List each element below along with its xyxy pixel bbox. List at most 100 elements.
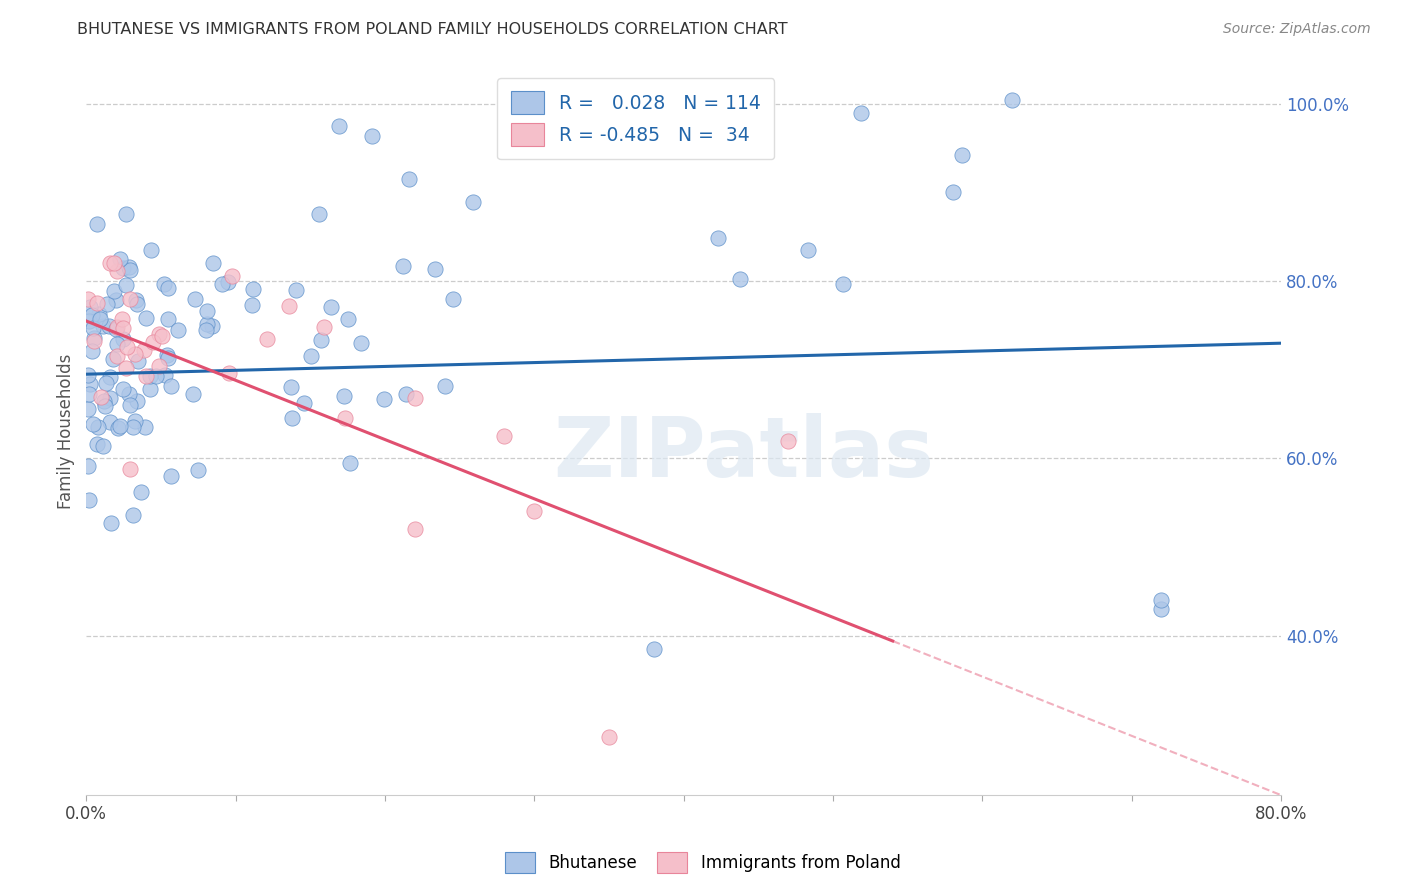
- Point: [373, 392, 395, 406]
- Point: [308, 206, 330, 220]
- Point: [76, 368, 98, 382]
- Point: [139, 368, 162, 383]
- Point: [77, 387, 100, 401]
- Text: BHUTANESE VS IMMIGRANTS FROM POLAND FAMILY HOUSEHOLDS CORRELATION CHART: BHUTANESE VS IMMIGRANTS FROM POLAND FAMI…: [77, 22, 787, 37]
- Point: [82, 308, 104, 322]
- Point: [103, 284, 125, 298]
- Point: [121, 419, 143, 434]
- Point: [155, 368, 177, 383]
- Point: [112, 321, 135, 335]
- Point: [124, 346, 146, 360]
- Point: [86, 296, 108, 310]
- Point: [76, 292, 98, 306]
- Point: [311, 333, 333, 347]
- Point: [211, 277, 233, 291]
- Point: [141, 334, 163, 349]
- Point: [328, 119, 350, 133]
- Point: [93, 393, 115, 408]
- Point: [333, 389, 356, 403]
- Point: [202, 255, 225, 269]
- Point: [108, 418, 131, 433]
- Point: [105, 336, 128, 351]
- Point: [152, 277, 174, 291]
- Point: [832, 277, 855, 292]
- Point: [201, 318, 224, 333]
- Point: [141, 243, 163, 257]
- Point: [83, 334, 105, 348]
- Point: [150, 329, 173, 343]
- Point: [797, 243, 820, 257]
- Point: [134, 343, 156, 357]
- Point: [643, 641, 665, 656]
- Point: [77, 492, 100, 507]
- Point: [135, 369, 157, 384]
- Point: [90, 390, 112, 404]
- Point: [79, 377, 101, 392]
- Legend: R =   0.028   N = 114, R = -0.485   N =  34: R = 0.028 N = 114, R = -0.485 N = 34: [498, 78, 775, 160]
- Point: [217, 275, 239, 289]
- Point: [98, 370, 121, 384]
- Point: [107, 421, 129, 435]
- Point: [105, 322, 128, 336]
- Point: [115, 361, 138, 376]
- Point: [111, 382, 134, 396]
- Point: [89, 307, 111, 321]
- Point: [256, 332, 278, 346]
- Point: [1150, 593, 1173, 607]
- Point: [156, 312, 179, 326]
- Point: [242, 282, 264, 296]
- Point: [148, 359, 170, 373]
- Point: [598, 731, 620, 745]
- Point: [115, 340, 138, 354]
- Point: [778, 434, 800, 448]
- Point: [434, 379, 457, 393]
- Point: [77, 314, 100, 328]
- Point: [131, 485, 153, 500]
- Point: [294, 396, 316, 410]
- Point: [135, 310, 157, 325]
- Point: [187, 462, 209, 476]
- Point: [523, 504, 546, 518]
- Point: [195, 318, 218, 332]
- Point: [425, 261, 447, 276]
- Point: [105, 293, 128, 308]
- Point: [94, 400, 117, 414]
- Point: [280, 380, 302, 394]
- Point: [79, 301, 101, 315]
- Point: [167, 323, 190, 337]
- Point: [218, 367, 240, 381]
- Point: [115, 207, 138, 221]
- Point: [1150, 602, 1173, 616]
- Point: [221, 269, 243, 284]
- Point: [96, 376, 118, 391]
- Point: [148, 326, 170, 341]
- Point: [105, 349, 128, 363]
- Point: [240, 298, 263, 312]
- Point: [728, 272, 751, 286]
- Point: [160, 469, 183, 483]
- Point: [83, 331, 105, 345]
- Point: [1001, 93, 1024, 107]
- Point: [157, 281, 180, 295]
- Point: [125, 297, 148, 311]
- Point: [118, 262, 141, 277]
- Point: [111, 332, 134, 346]
- Point: [98, 256, 121, 270]
- Point: [299, 349, 322, 363]
- Point: [82, 344, 104, 359]
- Point: [115, 277, 138, 292]
- Point: [107, 319, 129, 334]
- Point: [120, 462, 142, 476]
- Point: [101, 352, 124, 367]
- Point: [125, 293, 148, 308]
- Point: [281, 410, 304, 425]
- Point: [156, 351, 179, 365]
- Point: [160, 379, 183, 393]
- Point: [100, 516, 122, 531]
- Point: [195, 304, 218, 318]
- Point: [194, 322, 217, 336]
- Point: [120, 398, 142, 412]
- Point: [96, 297, 118, 311]
- Point: [404, 522, 426, 536]
- Point: [312, 320, 335, 334]
